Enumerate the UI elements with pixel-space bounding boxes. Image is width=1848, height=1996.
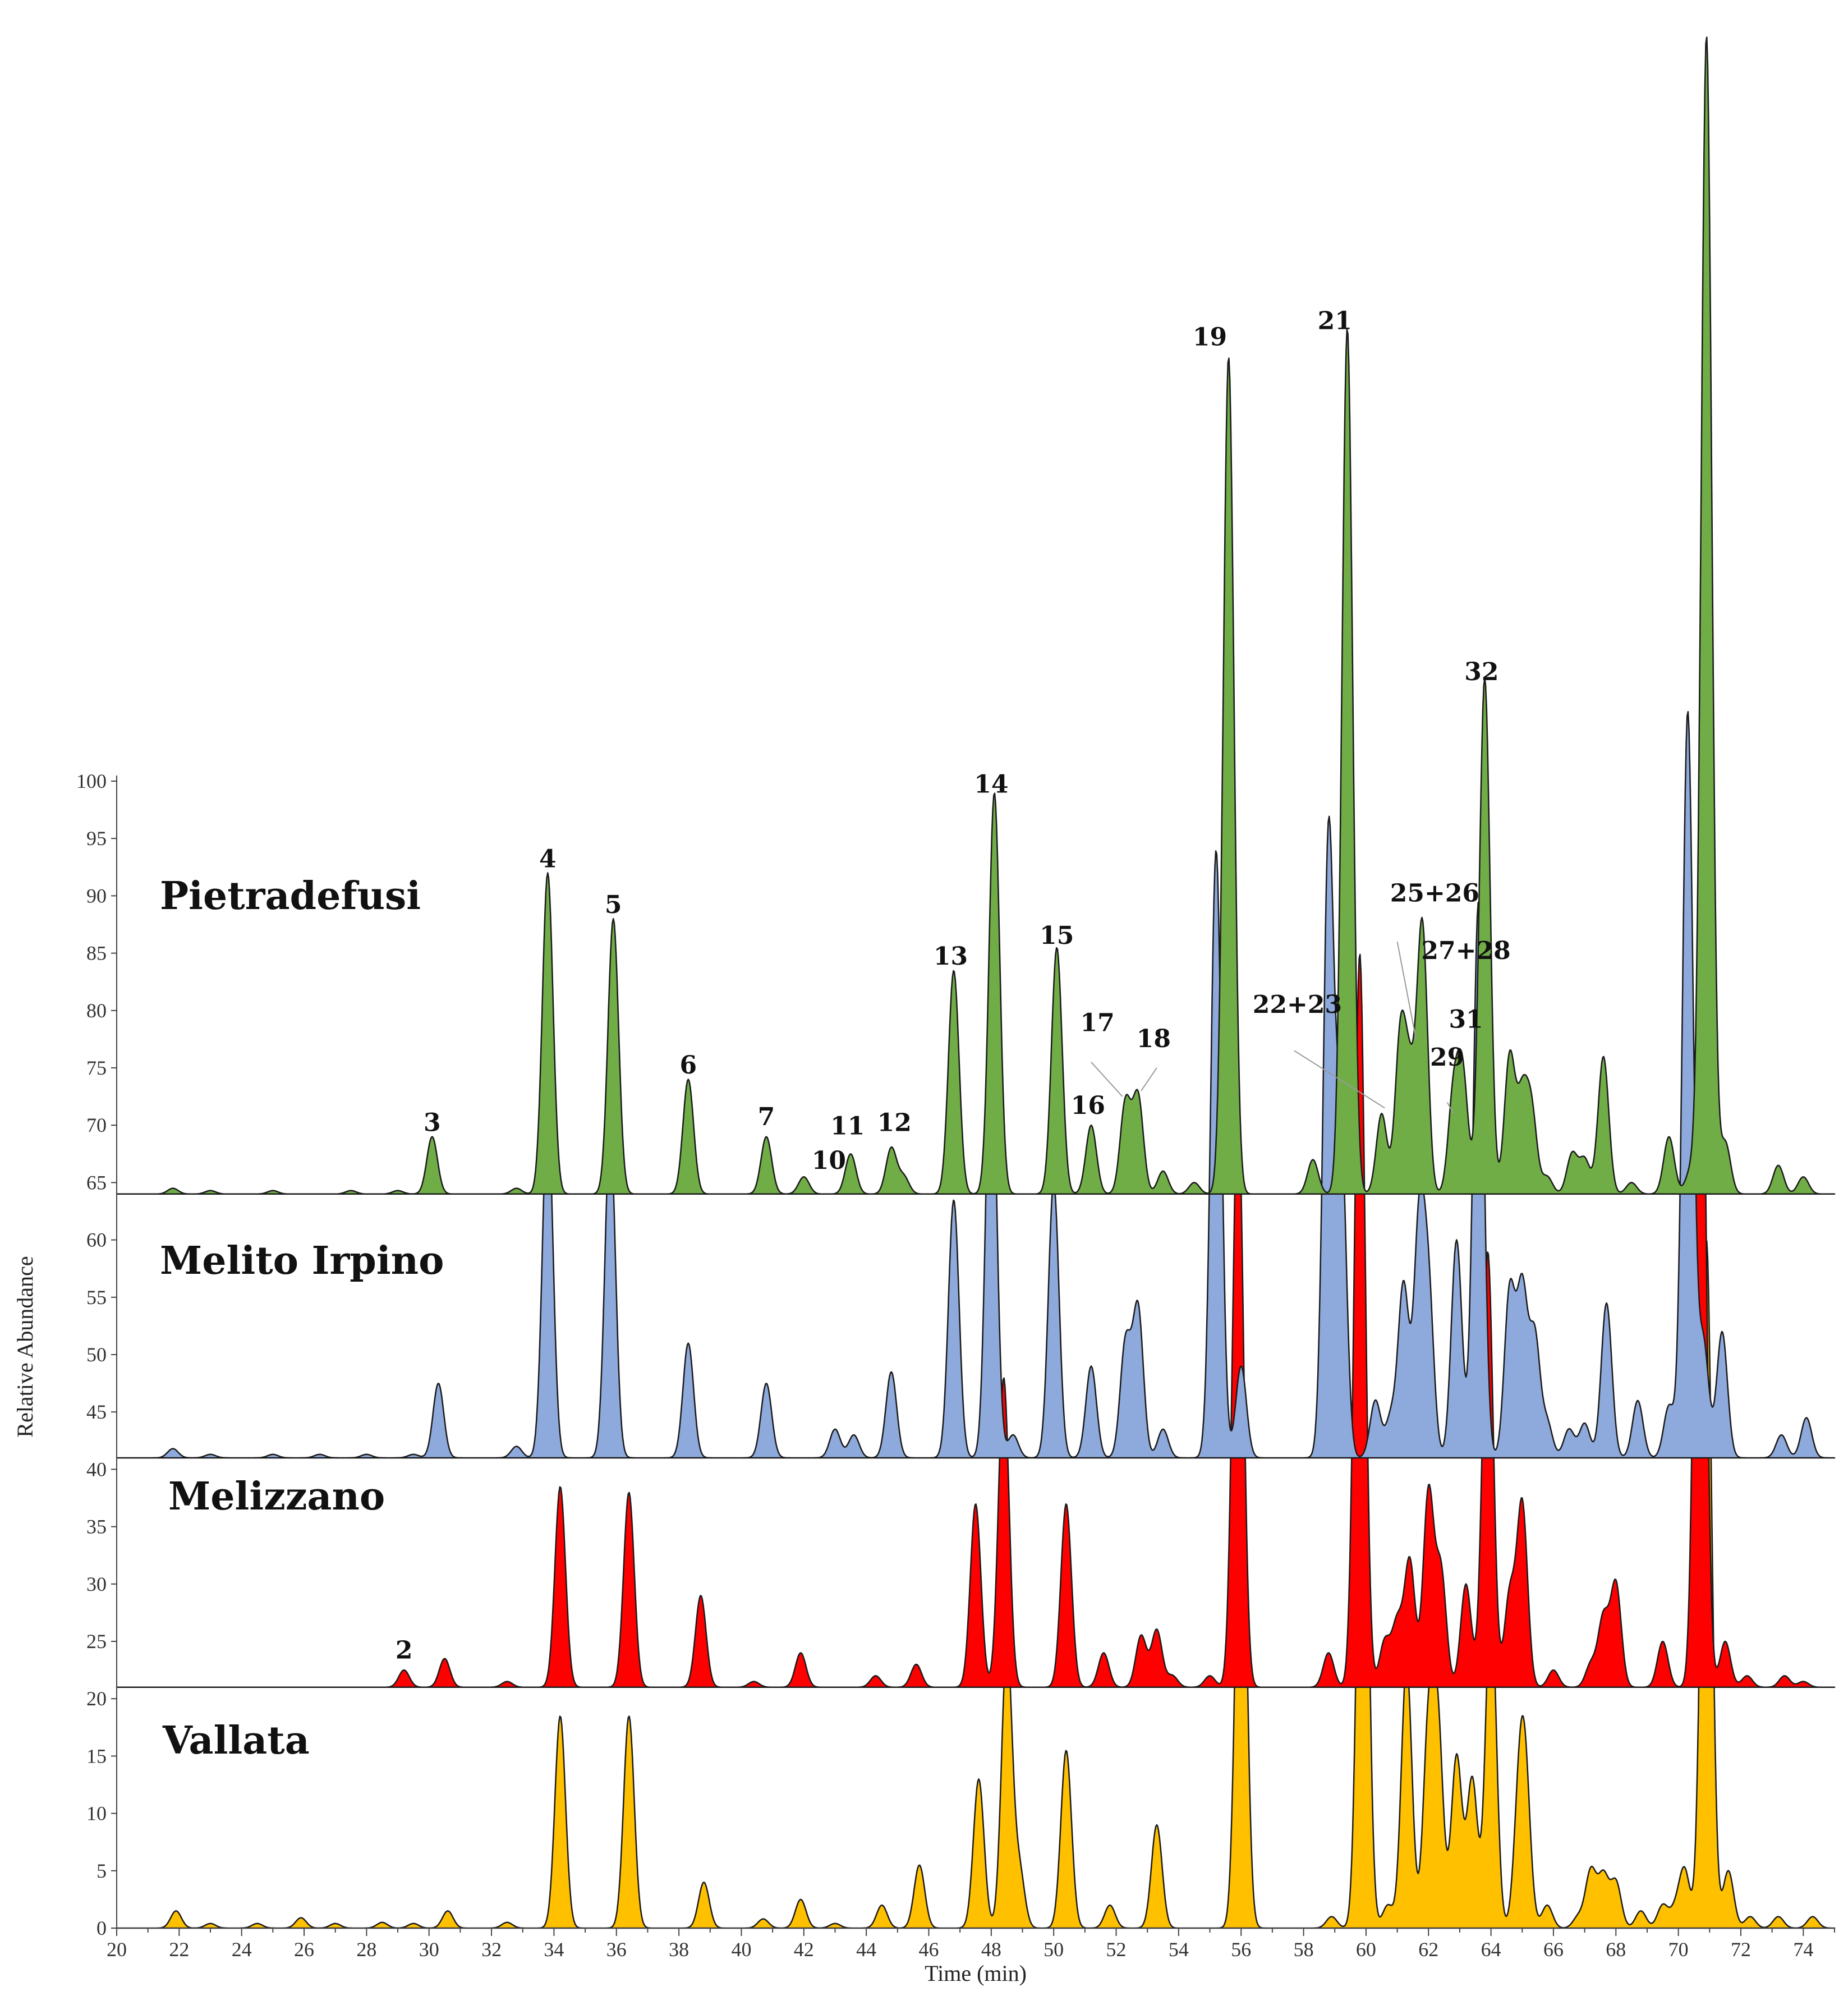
x-tick-label: 40	[731, 1938, 751, 1961]
x-tick-label: 50	[1043, 1938, 1064, 1961]
x-tick-label: 34	[544, 1938, 564, 1961]
y-tick-label: 75	[86, 1057, 107, 1079]
peak-label-25-26: 25+26	[1390, 879, 1479, 908]
x-tick-label: 60	[1356, 1938, 1376, 1961]
peak-label-29: 29	[1430, 1043, 1464, 1072]
y-tick-label: 55	[86, 1286, 107, 1309]
x-tick-label: 70	[1668, 1938, 1689, 1961]
peak-label-12: 12	[877, 1108, 912, 1137]
x-tick-label: 24	[232, 1938, 252, 1961]
x-tick-label: 42	[794, 1938, 814, 1961]
trace-melito-irpino	[116, 711, 1836, 1459]
leader-line-peak-18	[1141, 1067, 1157, 1091]
x-tick-label: 56	[1231, 1938, 1251, 1961]
trace-pietradefusi	[116, 36, 1836, 1195]
x-axis-ticks: 20 22 24 26 28 30 32 34 36 38 40 42 44 46 48 50 52 54 56 58…	[107, 1928, 1835, 1961]
y-tick-label: 100	[76, 770, 107, 792]
peak-label-27-28: 27+28	[1421, 937, 1510, 965]
x-tick-label: 26	[294, 1938, 314, 1961]
sample-label-melito-irpino: Melito Irpino	[160, 1238, 444, 1283]
y-tick-label: 15	[86, 1745, 107, 1767]
peak-label-13: 13	[934, 942, 968, 971]
peak-label-19: 19	[1193, 323, 1227, 351]
leader-line-peak-22-23	[1294, 1050, 1385, 1109]
sample-labels: Pietradefusi Melito Irpino Melizzano Vallat…	[160, 874, 444, 1763]
peak-label-32: 32	[1464, 658, 1498, 686]
y-tick-label: 25	[86, 1630, 107, 1653]
x-tick-label: 36	[606, 1938, 627, 1961]
x-tick-label: 32	[481, 1938, 502, 1961]
y-tick-label: 65	[86, 1171, 107, 1194]
peak-label-3: 3	[424, 1108, 441, 1137]
trace-vallata	[116, 1240, 1836, 1929]
y-tick-label: 90	[86, 884, 107, 907]
x-tick-label: 48	[981, 1938, 1001, 1961]
x-tick-label: 62	[1418, 1938, 1438, 1961]
x-tick-label: 52	[1106, 1938, 1127, 1961]
peak-label-15: 15	[1040, 921, 1074, 950]
x-tick-label: 22	[169, 1938, 189, 1961]
peak-label-31: 31	[1449, 1005, 1483, 1034]
leader-line-peak-25-26	[1396, 941, 1417, 1040]
peak-label-18: 18	[1137, 1025, 1171, 1053]
x-tick-label: 72	[1731, 1938, 1751, 1961]
peak-label-11: 11	[830, 1112, 865, 1141]
y-tick-label: 70	[86, 1114, 107, 1136]
x-tick-label: 28	[356, 1938, 376, 1961]
leader-line-peak-29	[1446, 1102, 1454, 1114]
y-tick-label: 45	[86, 1401, 107, 1423]
x-tick-label: 38	[669, 1938, 689, 1961]
x-tick-label: 66	[1543, 1938, 1564, 1961]
sample-label-melizzano: Melizzano	[168, 1474, 385, 1519]
peak-label-22-23: 22+23	[1253, 990, 1342, 1019]
chart-axes: 0510152025303540455055606570758085909510…	[76, 770, 1835, 1961]
chromatogram-traces	[116, 36, 1836, 1929]
peak-label-7: 7	[758, 1103, 775, 1131]
peak-annotations: 2 3 4 5 6 7 10 11 12 13 14 15 16 17 18 19 21 22+23 25+26 27…	[396, 307, 1511, 1665]
peak-label-4: 4	[539, 845, 557, 873]
y-tick-label: 10	[86, 1802, 107, 1825]
peak-label-6: 6	[679, 1051, 697, 1080]
y-tick-label: 5	[96, 1860, 107, 1882]
y-tick-label: 35	[86, 1516, 107, 1538]
x-tick-label: 44	[856, 1938, 876, 1961]
peak-label-16: 16	[1071, 1091, 1105, 1120]
peak-label-2: 2	[396, 1636, 413, 1665]
y-tick-label: 50	[86, 1343, 107, 1366]
trace-melizzano	[116, 826, 1836, 1688]
x-tick-label: 64	[1481, 1938, 1501, 1961]
leader-line-peak-17	[1091, 1062, 1123, 1097]
x-tick-label: 68	[1606, 1938, 1626, 1961]
y-tick-label: 0	[96, 1917, 107, 1939]
peak-label-17: 17	[1081, 1009, 1115, 1038]
peak-label-21: 21	[1318, 307, 1352, 336]
x-axis-title: Time (min)	[925, 1961, 1027, 1986]
x-tick-label: 30	[419, 1938, 439, 1961]
y-tick-label: 80	[86, 999, 107, 1022]
x-tick-label: 74	[1793, 1938, 1813, 1961]
y-axis-ticks: 0 5 10 15 20 25 30 35 40 45 50 55 60 65 70 75 80 85 90 95 10…	[76, 770, 117, 1939]
x-tick-label: 20	[107, 1938, 127, 1961]
x-tick-label: 46	[918, 1938, 939, 1961]
y-tick-label: 95	[86, 827, 107, 850]
sample-label-pietradefusi: Pietradefusi	[160, 874, 421, 919]
y-axis-title: Relative Abundance	[12, 1256, 38, 1437]
y-tick-label: 20	[86, 1687, 107, 1710]
y-tick-label: 85	[86, 942, 107, 965]
y-tick-label: 60	[86, 1229, 107, 1251]
peak-label-5: 5	[605, 891, 622, 919]
peak-label-10: 10	[812, 1146, 846, 1175]
x-tick-label: 54	[1169, 1938, 1189, 1961]
y-tick-label: 40	[86, 1458, 107, 1480]
peak-label-14: 14	[974, 770, 1008, 799]
sample-label-vallata: Vallata	[162, 1718, 310, 1763]
x-tick-label: 58	[1294, 1938, 1314, 1961]
y-tick-label: 30	[86, 1573, 107, 1595]
